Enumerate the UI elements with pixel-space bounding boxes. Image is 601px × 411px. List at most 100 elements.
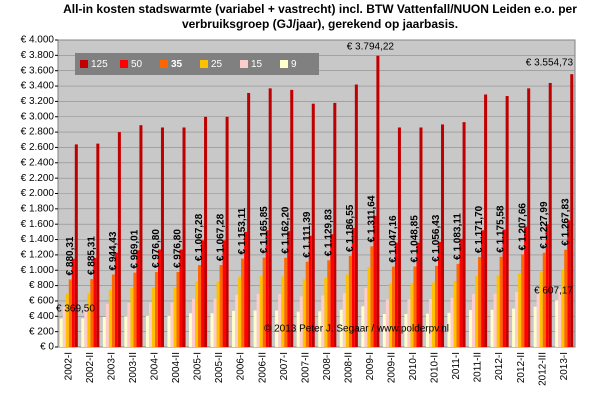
data-label: € 976,80 — [151, 229, 162, 268]
bar — [151, 287, 155, 347]
bar — [127, 302, 131, 347]
x-tick-label: 2004-I — [150, 352, 161, 380]
bar — [394, 242, 398, 347]
x-tick-label: 2009-I — [365, 352, 376, 380]
bar — [133, 272, 137, 347]
bar — [145, 315, 149, 347]
bar — [462, 122, 466, 347]
bar — [275, 310, 279, 347]
bar — [74, 144, 78, 347]
y-tick-label: € 200 — [29, 326, 54, 337]
bar — [558, 289, 562, 347]
bar — [321, 295, 325, 347]
y-tick-label: € 1.600 — [21, 219, 55, 230]
bar — [111, 274, 115, 347]
bar — [136, 250, 140, 347]
data-label: € 1.227,99 — [539, 201, 550, 249]
y-tick-label: € 1.200 — [21, 250, 55, 261]
bar — [327, 260, 331, 347]
legend-label: 35 — [171, 59, 183, 70]
x-tick-label: 2012-I — [494, 352, 505, 380]
bar — [493, 293, 497, 347]
annotation: € 607,17 — [534, 286, 573, 297]
y-tick-label: € 2.000 — [21, 188, 55, 199]
bar — [225, 116, 229, 347]
x-tick-label: 2003-II — [128, 352, 139, 383]
bar — [404, 313, 408, 347]
bar — [364, 287, 368, 347]
bar — [345, 274, 349, 347]
bar — [505, 96, 509, 347]
x-tick-label: 2012-II — [516, 352, 527, 383]
bar — [281, 276, 285, 347]
x-tick-label: 2007-I — [279, 352, 290, 380]
x-tick-label: 2002-I — [63, 352, 74, 380]
x-tick-label: 2008-II — [343, 352, 354, 383]
data-label: € 1.311,64 — [367, 195, 378, 242]
data-label: € 880,31 — [65, 236, 76, 275]
bar — [373, 215, 377, 347]
bar — [342, 293, 346, 347]
bar — [188, 313, 192, 347]
bar — [130, 287, 134, 347]
x-tick-label: 2010-II — [430, 352, 441, 383]
bar — [65, 293, 69, 347]
x-tick-label: 2006-I — [236, 352, 247, 380]
chart-title: All-in kosten stadswarmte (variabel + va… — [63, 2, 577, 31]
bar — [450, 297, 454, 347]
bar — [330, 234, 334, 347]
bar — [201, 240, 205, 347]
bar — [385, 299, 389, 347]
bar — [361, 306, 365, 347]
bar — [388, 283, 392, 347]
bar — [447, 312, 451, 347]
bar — [515, 292, 519, 347]
bar — [160, 127, 164, 348]
bar — [170, 302, 174, 347]
bar — [71, 258, 75, 347]
bar — [117, 132, 121, 347]
bar — [284, 257, 288, 347]
bar — [93, 257, 97, 347]
bar — [548, 82, 552, 347]
bar — [105, 304, 109, 347]
x-tick-label: 2013-I — [559, 352, 570, 380]
bar — [102, 317, 106, 347]
bar — [459, 238, 463, 347]
bar — [351, 228, 355, 347]
bar — [441, 124, 445, 347]
bar — [496, 275, 500, 347]
data-label: € 1.067,28 — [216, 213, 227, 261]
bar — [318, 311, 322, 347]
x-tick-label: 2005-I — [193, 352, 204, 380]
legend-box — [75, 53, 319, 75]
bar — [268, 88, 272, 347]
bar — [259, 276, 263, 347]
y-tick-label: € 2.600 — [21, 142, 55, 153]
bar — [210, 313, 214, 347]
bar — [437, 241, 442, 347]
x-tick-label: 2004-II — [171, 352, 182, 383]
annotation: € 3.554,73 — [526, 58, 574, 69]
data-label: € 944,43 — [108, 231, 119, 270]
bar — [204, 116, 208, 347]
y-tick-label: € 1.800 — [21, 203, 55, 214]
bar — [299, 296, 303, 347]
bar — [527, 88, 531, 347]
bar — [244, 231, 248, 347]
data-label: € 885,31 — [86, 236, 97, 275]
y-tick-label: € 2.800 — [21, 127, 55, 138]
data-label: € 1.267,83 — [560, 198, 571, 246]
bar — [478, 257, 482, 347]
legend-label: 9 — [291, 59, 297, 70]
bar — [213, 298, 217, 347]
bar — [81, 318, 85, 347]
bar — [290, 89, 294, 347]
bar — [518, 273, 522, 347]
bar — [139, 125, 143, 347]
x-tick-label: 2011-II — [473, 352, 484, 382]
y-tick-label: € 0 — [40, 342, 54, 353]
bar — [191, 298, 196, 347]
bar — [182, 127, 186, 348]
